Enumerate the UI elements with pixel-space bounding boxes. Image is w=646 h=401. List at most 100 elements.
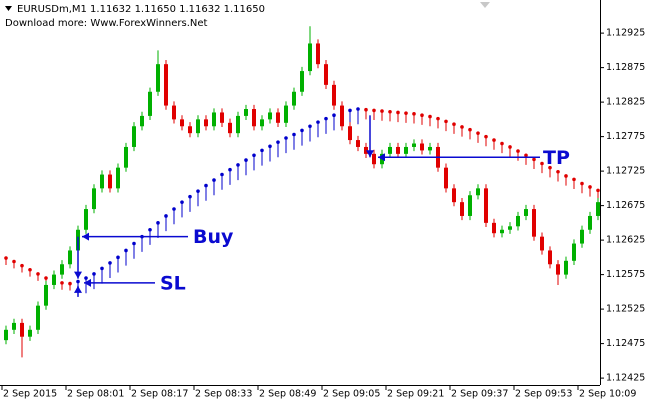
band-point [540,161,544,166]
x-tick-label: 2 Sep 08:33 [195,389,252,400]
y-tick-label: 1.12925 [606,28,645,39]
candle-body [276,112,280,123]
candle-body [260,119,264,127]
band-point [428,114,432,119]
candle-body [220,112,224,123]
band-point [284,136,288,140]
candle-body [44,284,48,306]
candle-body [484,188,488,223]
band-point [92,272,96,276]
band-point [148,227,152,232]
candle-body [324,64,328,85]
band-point [580,181,584,186]
band-point [380,109,384,113]
candle-body [196,119,200,134]
candle-body [284,105,288,123]
band-point [76,279,80,284]
band-point [36,272,40,276]
band-point [516,149,520,153]
candle-body [268,112,272,120]
band-point [396,110,400,115]
y-tick-label: 1.12475 [606,338,645,349]
candle-body [308,43,312,72]
candle-body [548,250,552,265]
annotation-label: SL [160,272,186,294]
candle-body [524,209,528,216]
band-point [548,165,552,170]
band-point [276,140,280,144]
candle-body [68,250,72,265]
band-point [372,108,376,113]
candle-body [172,105,176,120]
band-point [172,207,176,211]
band-point [556,170,560,174]
band-point [124,248,128,253]
annotation-arrowhead [74,285,82,293]
candle-body [20,322,24,337]
band-point [596,188,600,193]
candle-body [540,236,544,251]
band-point [564,174,568,178]
x-tick-label: 2 Sep 08:17 [131,389,188,400]
candle-body [236,115,240,134]
band-point [532,157,536,162]
candle-body [132,126,136,147]
candle-body [332,84,336,106]
shift-marker [480,2,490,8]
candle-body [372,153,376,165]
candle-body [348,126,352,141]
band-point [44,276,48,280]
band-point [460,125,464,129]
candle-body [532,209,536,237]
band-point [572,177,576,182]
candle-body [364,146,368,154]
candle-body [292,91,296,106]
band-point [332,113,336,118]
band-point [260,148,264,153]
candle-body [36,305,40,330]
candle-body [580,229,584,244]
x-tick-label: 2 Sep 09:05 [323,389,380,400]
y-tick-label: 1.12525 [606,304,645,315]
candle-body [564,260,568,275]
candle-body [452,188,456,203]
band-point [228,167,232,172]
band-point [196,189,200,193]
candle-body [516,215,520,227]
candle-body [180,119,184,127]
candle-body [252,109,256,127]
band-point [452,122,456,126]
annotation-arrowhead [366,150,374,158]
candle-body [84,209,88,230]
candle-body [500,229,504,234]
band-point [348,108,352,113]
candle-body [28,329,32,337]
band-point [180,200,184,204]
band-point [60,281,64,285]
x-tick-label: 2 Sep 09:21 [387,389,444,400]
band-point [68,281,72,286]
band-point [316,120,320,124]
band-point [404,111,408,115]
candle-body [204,119,208,127]
band-point [468,127,472,132]
band-point [116,255,120,260]
band-point [204,183,208,188]
band-point [364,107,368,112]
candle-body [460,202,464,216]
candle-body [572,243,576,261]
candle-body [108,174,112,189]
candle-body [300,71,304,92]
candle-body [556,264,560,275]
x-tick-label: 2 Sep 08:01 [67,389,124,400]
band-point [268,144,272,149]
x-tick-label: 2 Sep 09:53 [515,389,572,400]
candle-body [156,64,160,92]
band-point [108,261,112,265]
y-tick-label: 1.12675 [606,200,645,211]
candle-body [228,122,232,134]
band-point [524,153,528,158]
band-point [164,214,168,218]
